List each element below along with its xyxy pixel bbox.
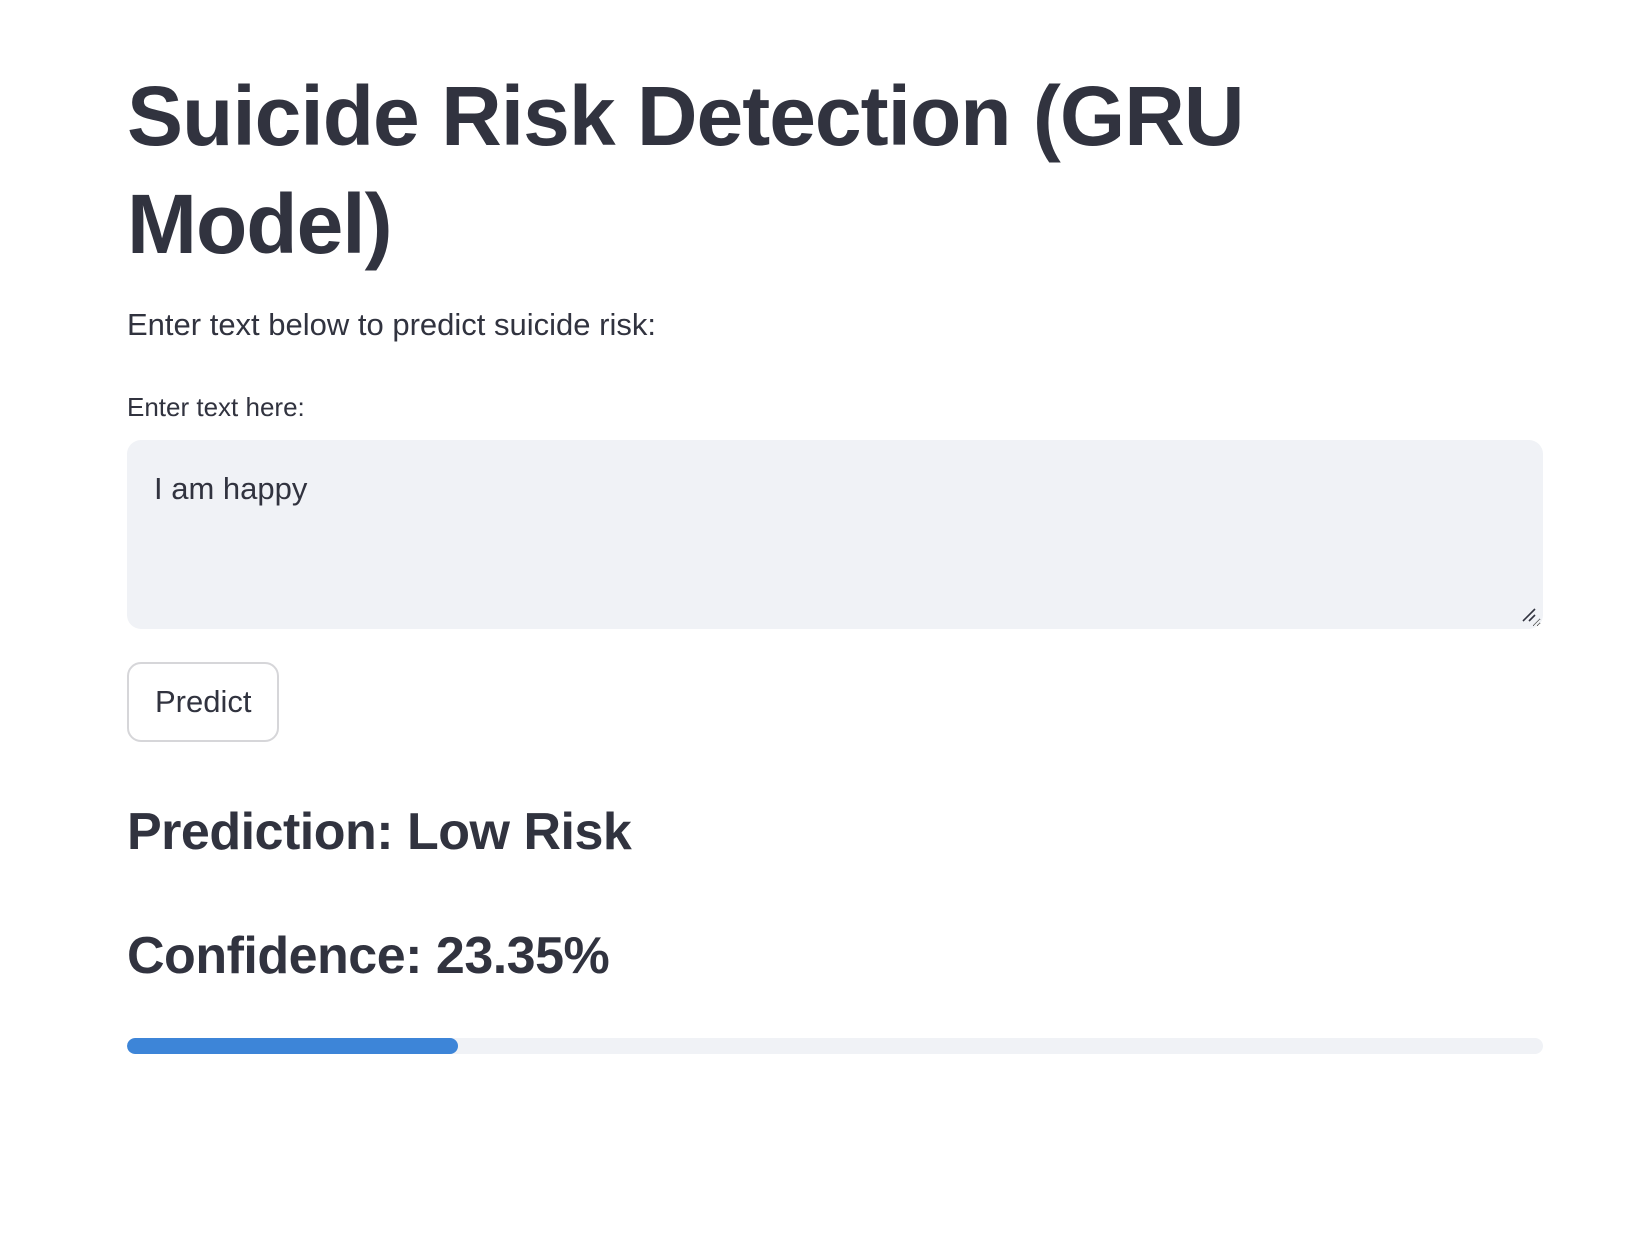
confidence-progress-fill: [127, 1038, 458, 1054]
confidence-result: Confidence: 23.35%: [127, 927, 610, 985]
confidence-progress-bar: [127, 1038, 1543, 1054]
predict-button[interactable]: Predict: [127, 662, 280, 742]
text-input[interactable]: [127, 440, 1543, 629]
page-title: Suicide Risk Detection (GRU Model): [127, 69, 1245, 271]
prediction-result: Prediction: Low Risk: [127, 803, 632, 861]
resize-grip-icon[interactable]: [1519, 605, 1537, 623]
intro-text: Enter text below to predict suicide risk…: [127, 307, 656, 342]
text-input-label: Enter text here:: [127, 392, 305, 422]
